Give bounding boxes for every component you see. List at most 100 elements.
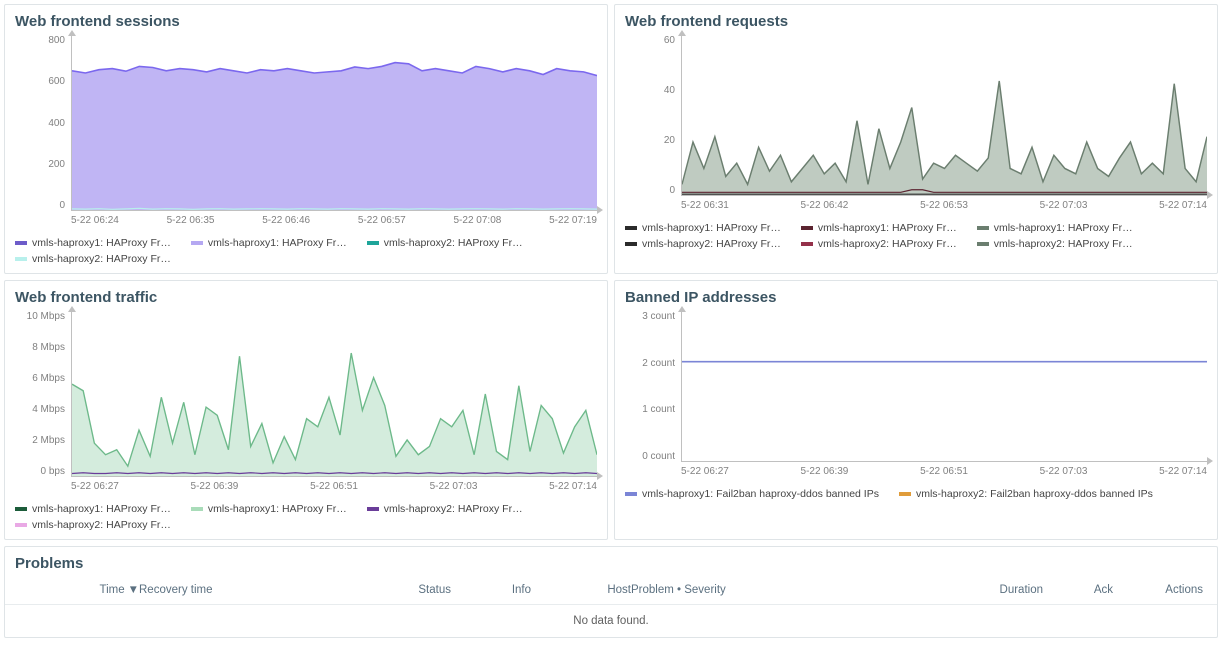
col-recovery-time[interactable]: Recovery time [139, 584, 289, 596]
legend-item[interactable]: vmls-haproxy1: HAProxy Fr… [801, 222, 957, 234]
x-axis: 5-22 06:24 5-22 06:35 5-22 06:46 5-22 06:57… [71, 211, 597, 226]
y-axis: 0200400600800 [15, 36, 71, 211]
col-duration[interactable]: Duration [881, 584, 1043, 596]
legend-label: vmls-haproxy2: HAProxy Fr… [994, 238, 1133, 250]
axis-tick-label: 0 count [625, 452, 675, 462]
sort-desc-icon: ▼ [128, 584, 139, 596]
legend-swatch-icon [977, 226, 989, 230]
legend-swatch-icon [367, 241, 379, 245]
legend-swatch-icon [977, 242, 989, 246]
legend-item[interactable]: vmls-haproxy1: HAProxy Fr… [15, 237, 171, 249]
col-actions[interactable]: Actions [1113, 584, 1203, 596]
legend: vmls-haproxy1: HAProxy Fr… vmls-haproxy1:… [15, 503, 597, 531]
axis-tick-label: 5-22 06:24 [71, 215, 119, 226]
chart-requests[interactable]: 0204060 5-22 06:315-22 06:425-22 06:535-… [625, 36, 1207, 214]
legend-label: vmls-haproxy2: HAProxy Fr… [384, 503, 523, 515]
chart-banned[interactable]: 0 count1 count2 count3 count 5-22 06:275… [625, 312, 1207, 480]
axis-tick-label: 800 [15, 36, 65, 46]
col-host[interactable]: Host [531, 584, 631, 596]
legend-swatch-icon [625, 242, 637, 246]
plot-area [71, 36, 597, 211]
y-axis: 0 bps2 Mbps4 Mbps6 Mbps8 Mbps10 Mbps [15, 312, 71, 477]
axis-tick-label: 5-22 06:31 [681, 200, 729, 211]
x-axis: 5-22 06:275-22 06:395-22 06:515-22 07:03… [681, 462, 1207, 477]
legend-swatch-icon [15, 523, 27, 527]
legend: vmls-haproxy1: HAProxy Fr… vmls-haproxy1:… [15, 237, 597, 265]
axis-tick-label: 5-22 07:19 [549, 215, 597, 226]
legend-item[interactable]: vmls-haproxy1: HAProxy Fr… [625, 222, 781, 234]
panel-traffic: Web frontend traffic 0 bps2 Mbps4 Mbps6 … [4, 280, 608, 540]
legend-label: vmls-haproxy1: HAProxy Fr… [818, 222, 957, 234]
legend-item[interactable]: vmls-haproxy1: HAProxy Fr… [191, 503, 347, 515]
chart-sessions[interactable]: 0200400600800 5-22 06:245-22 06:355-22 0… [15, 36, 597, 229]
col-status[interactable]: Status [289, 584, 451, 596]
panel-banned: Banned IP addresses 0 count1 count2 coun… [614, 280, 1218, 540]
legend-swatch-icon [801, 226, 813, 230]
axis-arrow-right-icon [597, 206, 603, 214]
x-axis: 5-22 06:275-22 06:395-22 06:515-22 07:03… [71, 477, 597, 492]
legend-swatch-icon [801, 242, 813, 246]
legend-label: vmls-haproxy1: HAProxy Fr… [32, 503, 171, 515]
axis-tick-label: 5-22 06:39 [801, 466, 849, 477]
axis-arrow-up-icon [68, 306, 76, 312]
col-info[interactable]: Info [451, 584, 531, 596]
axis-tick-label: 2 count [625, 359, 675, 369]
legend-item[interactable]: vmls-haproxy1: HAProxy Fr… [977, 222, 1133, 234]
legend-item[interactable]: vmls-haproxy1: Fail2ban haproxy-ddos ban… [625, 488, 879, 500]
legend-item[interactable]: vmls-haproxy2: HAProxy Fr… [625, 238, 781, 250]
dashboard-grid: Web frontend sessions 0200400600800 5-22… [4, 4, 1218, 638]
legend-swatch-icon [15, 507, 27, 511]
y-axis: 0 count1 count2 count3 count [625, 312, 681, 462]
legend-item[interactable]: vmls-haproxy2: HAProxy Fr… [367, 503, 523, 515]
plot-area [681, 312, 1207, 462]
legend-swatch-icon [191, 241, 203, 245]
panel-title: Banned IP addresses [625, 289, 1207, 306]
axis-tick-label: 40 [625, 86, 675, 96]
legend: vmls-haproxy1: Fail2ban haproxy-ddos ban… [625, 488, 1207, 500]
legend-label: vmls-haproxy1: HAProxy Fr… [32, 237, 171, 249]
legend-swatch-icon [15, 241, 27, 245]
legend-label: vmls-haproxy1: HAProxy Fr… [642, 222, 781, 234]
legend-label: vmls-haproxy2: HAProxy Fr… [32, 519, 171, 531]
panel-title: Web frontend requests [625, 13, 1207, 30]
panel-problems: Problems Time ▼ Recovery time Status Inf… [4, 546, 1218, 638]
panel-sessions: Web frontend sessions 0200400600800 5-22… [4, 4, 608, 274]
col-label: Time [99, 584, 124, 596]
legend-item[interactable]: vmls-haproxy2: HAProxy Fr… [801, 238, 957, 250]
col-problem-severity[interactable]: Problem • Severity [631, 584, 881, 596]
problems-table-header: Time ▼ Recovery time Status Info Host Pr… [15, 578, 1207, 604]
axis-tick-label: 5-22 06:51 [920, 466, 968, 477]
axis-tick-label: 5-22 07:03 [430, 481, 478, 492]
plot-area [71, 312, 597, 477]
col-ack[interactable]: Ack [1043, 584, 1113, 596]
legend-item[interactable]: vmls-haproxy2: Fail2ban haproxy-ddos ban… [899, 488, 1153, 500]
legend-item[interactable]: vmls-haproxy2: HAProxy Fr… [15, 519, 171, 531]
y-axis: 0204060 [625, 36, 681, 196]
legend-item[interactable]: vmls-haproxy2: HAProxy Fr… [367, 237, 523, 249]
axis-tick-label: 5-22 06:35 [167, 215, 215, 226]
problems-empty-message: No data found. [5, 604, 1217, 629]
axis-tick-label: 400 [15, 119, 65, 129]
plot-area [681, 36, 1207, 196]
axis-tick-label: 5-22 06:53 [920, 200, 968, 211]
axis-tick-label: 4 Mbps [15, 405, 65, 415]
axis-tick-label: 0 bps [15, 467, 65, 477]
legend-item[interactable]: vmls-haproxy2: HAProxy Fr… [15, 253, 171, 265]
axis-tick-label: 600 [15, 77, 65, 87]
legend-item[interactable]: vmls-haproxy1: HAProxy Fr… [15, 503, 171, 515]
axis-tick-label: 200 [15, 160, 65, 170]
axis-arrow-up-icon [68, 30, 76, 36]
legend-label: vmls-haproxy2: Fail2ban haproxy-ddos ban… [916, 488, 1153, 500]
axis-tick-label: 5-22 07:14 [1159, 466, 1207, 477]
legend-item[interactable]: vmls-haproxy1: HAProxy Fr… [191, 237, 347, 249]
axis-tick-label: 20 [625, 136, 675, 146]
axis-arrow-up-icon [678, 306, 686, 312]
legend-swatch-icon [367, 507, 379, 511]
col-time[interactable]: Time ▼ [19, 584, 139, 596]
axis-tick-label: 5-22 06:57 [358, 215, 406, 226]
panel-title: Problems [15, 555, 1207, 572]
axis-tick-label: 5-22 06:46 [262, 215, 310, 226]
legend-item[interactable]: vmls-haproxy2: HAProxy Fr… [977, 238, 1133, 250]
chart-traffic[interactable]: 0 bps2 Mbps4 Mbps6 Mbps8 Mbps10 Mbps 5-2… [15, 312, 597, 495]
axis-tick-label: 5-22 06:51 [310, 481, 358, 492]
